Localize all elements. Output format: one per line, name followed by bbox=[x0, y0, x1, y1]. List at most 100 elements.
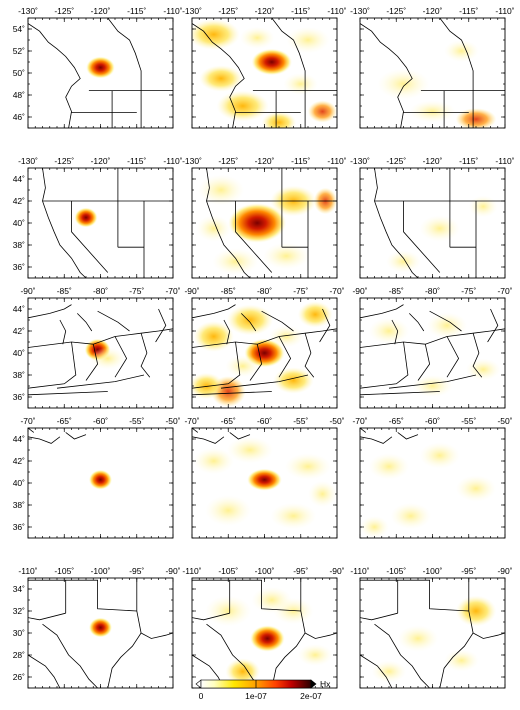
lon-label-3: -115˚ bbox=[127, 6, 146, 16]
lat-label-0: 44˚ bbox=[13, 304, 25, 314]
boundary-line-1 bbox=[97, 310, 130, 332]
boundary-line-2 bbox=[192, 428, 199, 433]
boundary-line-0 bbox=[374, 168, 419, 278]
boundary-line-1 bbox=[261, 310, 294, 332]
lon-label-1: -125˚ bbox=[54, 6, 74, 16]
boundary-line-2 bbox=[192, 612, 230, 621]
map-panel-eastern-us-truth: -90˚ -85˚ -80˚ -75˚ -70˚ 44˚ 42˚ 40˚ 38˚ 36˚ bbox=[13, 286, 181, 409]
field-blob-0 bbox=[455, 595, 497, 627]
field-blob-3 bbox=[193, 321, 235, 352]
lon-label-4: -90˚ bbox=[165, 566, 180, 576]
lat-label-1: 52˚ bbox=[13, 46, 25, 56]
field-blob-0 bbox=[86, 56, 115, 79]
field-blob-6 bbox=[192, 372, 224, 400]
field-blob-3 bbox=[390, 502, 432, 530]
boundary-line-0 bbox=[192, 436, 225, 444]
boundary-line-1 bbox=[229, 432, 251, 440]
lon-label-2: -120˚ bbox=[255, 156, 275, 166]
lat-label-4: 36˚ bbox=[13, 522, 25, 532]
lon-label-1: -125˚ bbox=[386, 6, 406, 16]
field-blob-1 bbox=[426, 312, 468, 339]
lon-label-4: -50˚ bbox=[329, 416, 344, 426]
boundary-line-6 bbox=[56, 374, 145, 389]
boundary-line-1 bbox=[429, 310, 462, 332]
map-panel-great-basin-reconstruction: -130˚ -125˚ -120˚ -115˚ -110˚ bbox=[182, 156, 347, 279]
boundary-line-7 bbox=[360, 654, 393, 688]
boundary-line-8 bbox=[487, 308, 499, 343]
lat-label-3: 38˚ bbox=[13, 500, 25, 510]
lon-label-4: -110˚ bbox=[163, 6, 182, 16]
lon-label-2: -120˚ bbox=[255, 6, 275, 16]
boundary-line-2 bbox=[71, 201, 109, 273]
lat-label-1: 42˚ bbox=[13, 326, 25, 336]
field-blob-6 bbox=[308, 480, 337, 508]
boundary-line-5 bbox=[42, 623, 98, 688]
lat-label-3: 38˚ bbox=[13, 370, 25, 380]
field-blob-2 bbox=[409, 100, 456, 123]
lon-label-1: -85˚ bbox=[221, 286, 236, 296]
lon-label-4: -110˚ bbox=[163, 156, 182, 166]
lon-label-0: -110˚ bbox=[18, 566, 37, 576]
lon-label-3: -95˚ bbox=[461, 566, 476, 576]
lon-label-3: -75˚ bbox=[293, 286, 308, 296]
lon-label-0: -130˚ bbox=[182, 156, 202, 166]
map-panel-great-basin-truth: -130˚ -125˚ -120˚ -115˚ -110˚ 44˚ 42˚ 40˚ 38˚ 36˚ bbox=[13, 156, 183, 279]
lon-label-3: -115˚ bbox=[127, 156, 146, 166]
lon-label-0: -110˚ bbox=[182, 566, 201, 576]
lon-label-1: -85˚ bbox=[57, 286, 72, 296]
lon-label-0: -130˚ bbox=[18, 156, 38, 166]
boundary-line-7 bbox=[472, 333, 483, 378]
lon-label-4: -70˚ bbox=[329, 286, 344, 296]
lon-label-1: -125˚ bbox=[54, 156, 74, 166]
lon-label-4: -90˚ bbox=[497, 566, 512, 576]
field-blob-0 bbox=[88, 617, 113, 638]
map-panel-south-central-us-truth: -110˚ -105˚ -100˚ -95˚ -90˚ 34˚ 32˚ 30˚ 28˚ 26˚ bbox=[13, 566, 181, 689]
lon-label-2: -100˚ bbox=[91, 566, 111, 576]
map-panel-pacific-northwest-reconstruction: -130˚ -125˚ -120˚ -115˚ -110˚ bbox=[182, 6, 347, 129]
lat-label-1: 32˚ bbox=[13, 606, 25, 616]
colorbar: 0 1e-07 2e-07 Hx bbox=[195, 679, 331, 701]
lon-label-3: -55˚ bbox=[129, 416, 144, 426]
lon-label-2: -60˚ bbox=[425, 416, 440, 426]
lat-label-0: 34˚ bbox=[13, 584, 25, 594]
lon-label-0: -130˚ bbox=[350, 156, 370, 166]
boundary-line-9 bbox=[28, 391, 108, 396]
map-panel-north-atlantic-reconstruction: -70˚ -65˚ -60˚ -55˚ -50˚ bbox=[184, 416, 345, 539]
boundary-line-6 bbox=[388, 374, 477, 389]
field-blob-5 bbox=[273, 367, 314, 394]
field-blob-1 bbox=[225, 658, 261, 685]
lat-label-2: 50˚ bbox=[13, 68, 25, 78]
field-blob-6 bbox=[196, 215, 232, 242]
boundary-line-2 bbox=[235, 201, 273, 273]
lon-label-1: -105˚ bbox=[54, 566, 74, 576]
boundary-line-0 bbox=[28, 304, 72, 319]
lon-label-4: -50˚ bbox=[165, 416, 180, 426]
map-panel-pacific-northwest-residual: -130˚ -125˚ -120˚ -115˚ -110˚ bbox=[350, 6, 515, 129]
field-blob-2 bbox=[226, 436, 274, 464]
lon-label-4: -50˚ bbox=[497, 416, 512, 426]
boundary-line-3 bbox=[136, 578, 142, 634]
lon-label-0: -130˚ bbox=[350, 6, 370, 16]
boundary-line-2 bbox=[439, 18, 474, 91]
lon-label-1: -65˚ bbox=[221, 416, 236, 426]
lat-label-3: 28˚ bbox=[13, 650, 25, 660]
boundary-line-10 bbox=[223, 319, 231, 345]
boundary-line-0 bbox=[360, 436, 393, 444]
lon-label-2: -120˚ bbox=[91, 6, 111, 16]
lon-label-2: -120˚ bbox=[91, 156, 111, 166]
lon-label-2: -80˚ bbox=[257, 286, 272, 296]
field-blob-7 bbox=[283, 73, 319, 95]
lon-label-3: -75˚ bbox=[461, 286, 476, 296]
map-panel-eastern-us-reconstruction: -90˚ -85˚ -80˚ -75˚ -70˚ bbox=[184, 286, 345, 409]
boundary-line-10 bbox=[59, 319, 67, 345]
boundary-line-1 bbox=[397, 432, 419, 440]
boundary-line-5 bbox=[278, 336, 292, 378]
field-blob-3 bbox=[286, 26, 330, 54]
field-blob-0 bbox=[247, 468, 282, 491]
boundary-line-8 bbox=[319, 308, 331, 343]
boundary-line-2 bbox=[28, 428, 35, 433]
field-blob-4 bbox=[297, 644, 333, 666]
field-blob-4 bbox=[360, 516, 389, 538]
lon-label-3: -55˚ bbox=[293, 416, 308, 426]
lon-label-3: -95˚ bbox=[293, 566, 308, 576]
